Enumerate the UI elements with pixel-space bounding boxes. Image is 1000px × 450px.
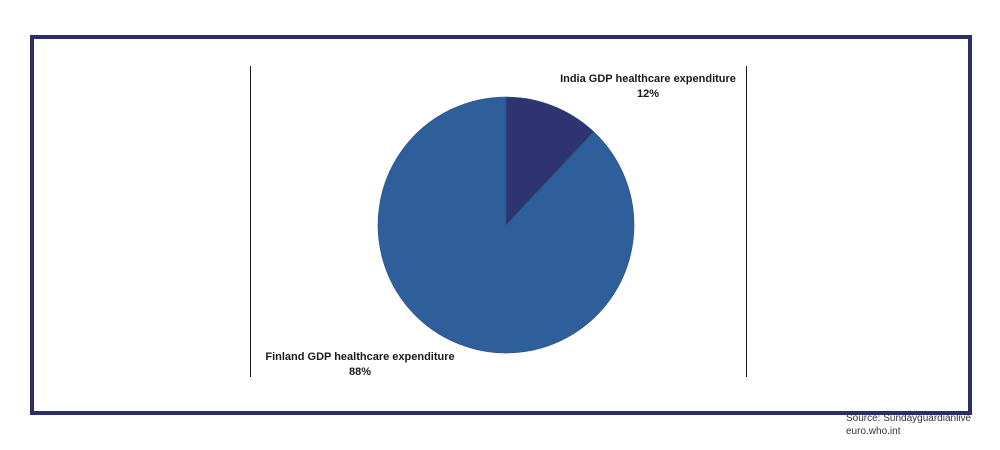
source-line-1: Source: Sundayguardianlive — [846, 413, 972, 424]
slice-label-india-name: India GDP healthcare expenditure — [560, 73, 736, 85]
slice-label-india: India GDP healthcare expenditure 12% — [558, 72, 738, 102]
slice-label-finland-name: Finland GDP healthcare expenditure — [265, 351, 455, 363]
slice-label-finland: Finland GDP healthcare expenditure 88% — [262, 350, 458, 380]
pie-slice-finland — [377, 96, 635, 354]
source-line-2: euro.who.int — [846, 426, 901, 437]
right-divider-line — [746, 66, 747, 377]
slice-label-india-value: 12% — [636, 88, 660, 100]
left-divider-line — [250, 66, 251, 377]
slice-label-finland-value: 88% — [348, 366, 372, 378]
source-note: Source: Sundayguardianlive euro.who.int — [846, 412, 971, 438]
chart-frame — [30, 35, 972, 415]
pie-slice-india — [505, 96, 595, 226]
